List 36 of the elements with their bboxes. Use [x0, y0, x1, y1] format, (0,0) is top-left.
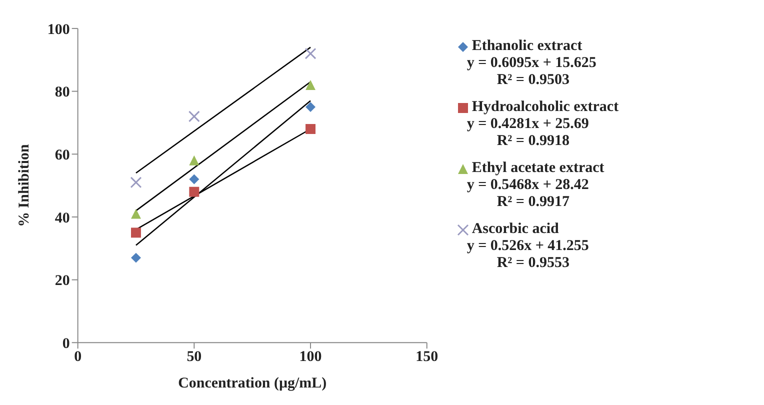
text: R² = 0.9553	[496, 255, 570, 272]
x-tick-label: 100	[299, 349, 322, 366]
text: y = 0.4281x + 25.69	[466, 116, 590, 133]
text: R² = 0.9918	[496, 133, 570, 150]
x-tick-label: 0	[74, 349, 82, 366]
text: R² = 0.9503	[496, 72, 570, 89]
text: y = 0.6095x + 15.625	[466, 55, 598, 72]
point	[306, 102, 316, 112]
y-tick-label: 0	[62, 336, 70, 352]
point	[189, 155, 200, 166]
legend-label: Hydroalcoholic extract	[472, 99, 619, 116]
point	[131, 208, 141, 219]
point	[306, 80, 316, 90]
point	[189, 186, 200, 197]
text: y = 0.526x + 41.255	[466, 238, 590, 255]
point	[189, 174, 200, 184]
point	[131, 252, 141, 263]
point	[306, 124, 316, 134]
point	[188, 110, 200, 122]
x-tick-label: 50	[186, 349, 202, 366]
legend-label: Ethanolic extract	[472, 38, 582, 55]
y-tick-label: 100	[47, 22, 70, 38]
legend-label: Ethyl acetate extract	[472, 160, 604, 177]
text: y = 0.5468x + 28.42	[466, 177, 590, 194]
x-axis-title: Concentration (µg/mL)	[178, 376, 327, 392]
x-tick-label: 150	[416, 349, 438, 366]
y-tick-label: 20	[54, 273, 70, 290]
y-axis-title: % Inhibition	[16, 144, 32, 227]
y-tick-label: 60	[54, 147, 70, 164]
text: R² = 0.9917	[496, 194, 570, 211]
point	[131, 228, 141, 238]
legend-label: Ascorbic acid	[472, 221, 559, 238]
y-tick-label: 80	[54, 84, 70, 101]
point	[130, 176, 142, 188]
y-tick-label: 40	[54, 210, 70, 226]
point	[304, 48, 316, 60]
